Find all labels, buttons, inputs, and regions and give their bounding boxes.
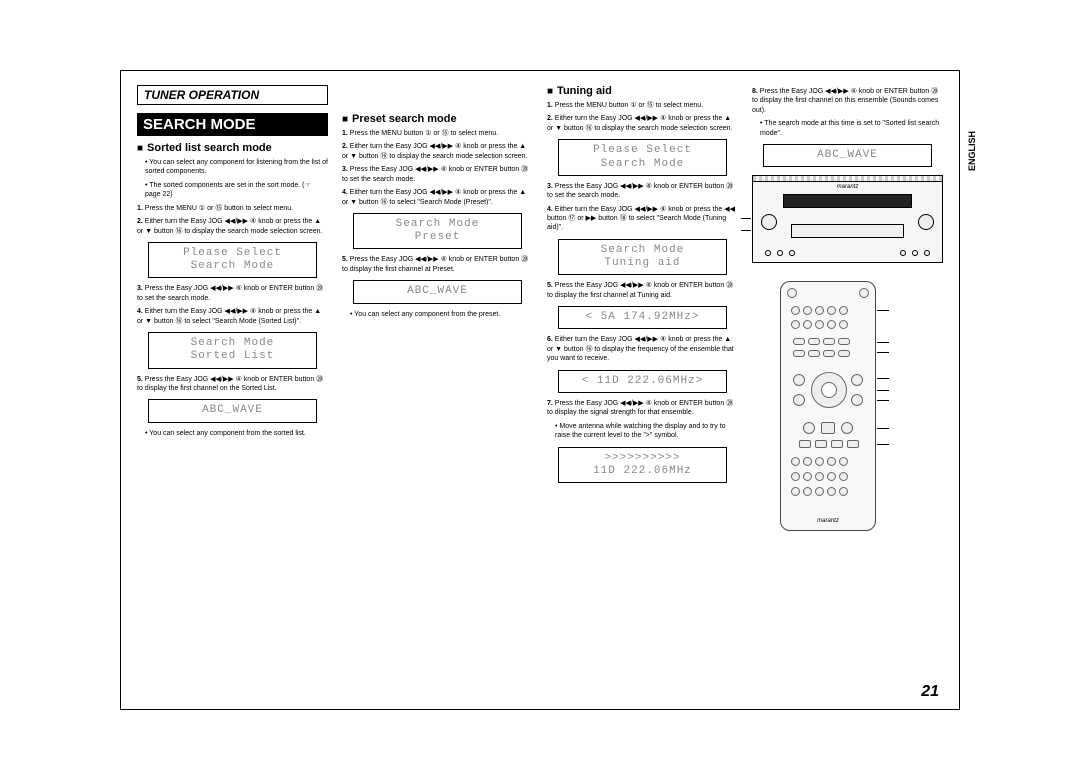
c2-step5: 5. Press the Easy JOG ◀◀/▶▶ ④ knob or EN… <box>342 255 533 274</box>
lcd-c3-5: >>>>>>>>>> 11D 222.06MHz <box>558 447 726 483</box>
lcd-c1-3: ABC_WAVE <box>148 399 316 422</box>
tuning-aid-header: ■Tuning aid <box>547 85 738 97</box>
preset-header-text: Preset search mode <box>352 113 457 125</box>
c4-note1: • The search mode at this time is set to… <box>752 119 943 138</box>
remote-brand: marantz <box>781 518 875 524</box>
c1-step3: 3. Press the Easy JOG ◀◀/▶▶ ④ knob or EN… <box>137 284 328 303</box>
c1-note3: • You can select any component from the … <box>137 429 328 438</box>
c2-step4: 4. Either turn the Easy JOG ◀◀/▶▶ ④ knob… <box>342 188 533 207</box>
sorted-list-header-text: Sorted list search mode <box>147 142 272 154</box>
lcd-c4-1: ABC_WAVE <box>763 144 931 167</box>
lcd-c3-3: < 5A 174.92MHz> <box>558 306 726 329</box>
column-3: ■Tuning aid 1. Press the MENU button ① o… <box>547 85 738 695</box>
c1-step5: 5. Press the Easy JOG ◀◀/▶▶ ④ knob or EN… <box>137 375 328 394</box>
tuner-operation-header: TUNER OPERATION <box>137 85 328 105</box>
language-tab: ENGLISH <box>967 131 977 171</box>
sorted-list-header: ■Sorted list search mode <box>137 142 328 154</box>
c1-step4: 4. Either turn the Easy JOG ◀◀/▶▶ ④ knob… <box>137 307 328 326</box>
c1-step2: 2. Either turn the Easy JOG ◀◀/▶▶ ④ knob… <box>137 217 328 236</box>
c3-step6: 6. Either turn the Easy JOG ◀◀/▶▶ ④ knob… <box>547 335 738 363</box>
c2-step1: 1. Press the MENU button ① or ⑮ to selec… <box>342 129 533 138</box>
device-brand: marantz <box>753 184 942 190</box>
manual-page: ENGLISH TUNER OPERATION SEARCH MODE ■Sor… <box>120 70 960 710</box>
column-2: ■Preset search mode 1. Press the MENU bu… <box>342 85 533 695</box>
remote-illustration: marantz <box>780 281 876 531</box>
c2-step2: 2. Either turn the Easy JOG ◀◀/▶▶ ④ knob… <box>342 142 533 161</box>
lcd-c3-1: Please Select Search Mode <box>558 139 726 175</box>
column-1: TUNER OPERATION SEARCH MODE ■Sorted list… <box>137 85 328 695</box>
tuning-aid-header-text: Tuning aid <box>557 85 612 97</box>
c1-note1: • You can select any component for liste… <box>137 158 328 177</box>
lcd-c2-1: Search Mode Preset <box>353 213 521 249</box>
c2-note1: • You can select any component from the … <box>342 310 533 319</box>
c3-step7: 7. Press the Easy JOG ◀◀/▶▶ ④ knob or EN… <box>547 399 738 418</box>
page-number: 21 <box>921 683 939 701</box>
c3-note1: • Move antenna while watching the displa… <box>547 422 738 441</box>
c1-step1: 1. Press the MENU ① or ⑮ button to selec… <box>137 204 328 213</box>
c4-step8: 8. Press the Easy JOG ◀◀/▶▶ ④ knob or EN… <box>752 87 943 115</box>
preset-header: ■Preset search mode <box>342 113 533 125</box>
c3-step4: 4. Either turn the Easy JOG ◀◀/▶▶ ④ knob… <box>547 205 738 233</box>
c3-step5: 5. Press the Easy JOG ◀◀/▶▶ ④ knob or EN… <box>547 281 738 300</box>
lcd-c1-2: Search Mode Sorted List <box>148 332 316 368</box>
c3-step3: 3. Press the Easy JOG ◀◀/▶▶ ④ knob or EN… <box>547 182 738 201</box>
search-mode-header: SEARCH MODE <box>137 113 328 136</box>
lcd-c2-2: ABC_WAVE <box>353 280 521 303</box>
c3-step1: 1. Press the MENU button ① or ⑮ to selec… <box>547 101 738 110</box>
lcd-c3-4: < 11D 222.06MHz> <box>558 370 726 393</box>
c1-note2: • The sorted components are set in the s… <box>137 181 328 200</box>
c2-step3: 3. Press the Easy JOG ◀◀/▶▶ ④ knob or EN… <box>342 165 533 184</box>
columns: TUNER OPERATION SEARCH MODE ■Sorted list… <box>137 85 943 695</box>
lcd-c3-2: Search Mode Tuning aid <box>558 239 726 275</box>
c3-step2: 2. Either turn the Easy JOG ◀◀/▶▶ ④ knob… <box>547 114 738 133</box>
device-illustration: marantz <box>752 175 943 263</box>
lcd-c1-1: Please Select Search Mode <box>148 242 316 278</box>
column-4: 8. Press the Easy JOG ◀◀/▶▶ ④ knob or EN… <box>752 85 943 695</box>
